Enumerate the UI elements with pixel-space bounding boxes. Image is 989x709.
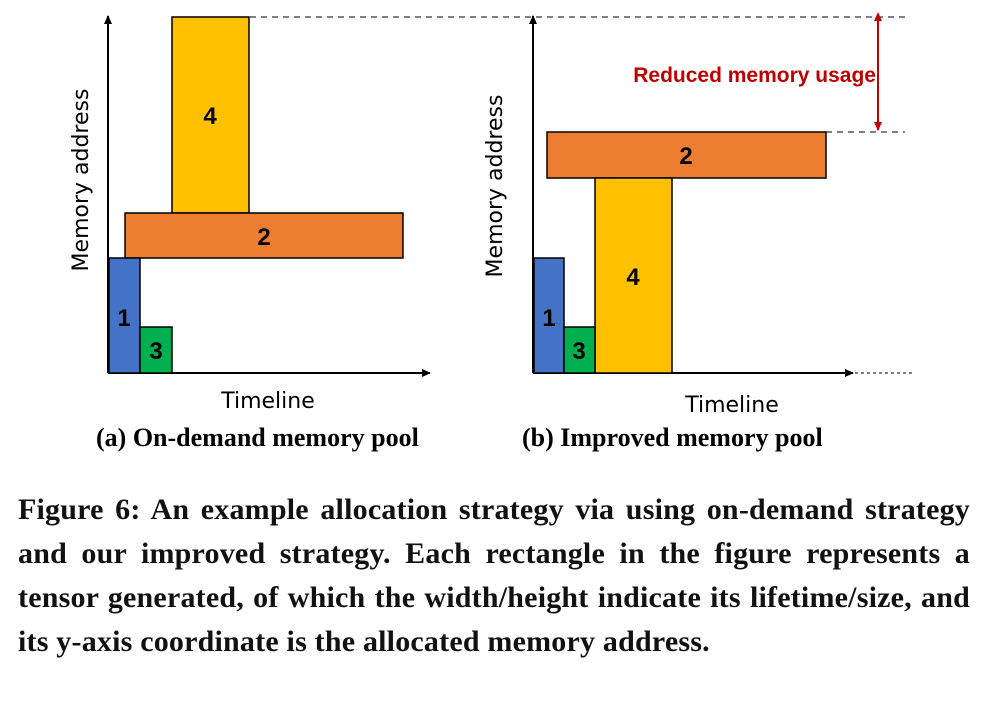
panel-b-y-axis-label: Memory address (483, 95, 508, 278)
panel-b-tensor-2 (546, 131, 827, 179)
panel-a-tensor-3 (139, 326, 173, 374)
panel-b-tensor-2-label: 2 (679, 143, 692, 170)
panel-a: Memory address Timeline 4 2 1 3 (69, 15, 905, 414)
panel-b-tensor-3-label: 3 (572, 338, 585, 365)
panel-b-tensor-1 (533, 257, 565, 374)
memory-pool-diagram: Memory address Timeline 4 2 1 3 Memory a… (69, 11, 915, 418)
panel-a-tensor-4 (171, 16, 250, 214)
figure-caption: Figure 6: An example allocation strategy… (18, 493, 970, 658)
panel-a-tensor-2 (124, 212, 404, 259)
panel-b-tensor-1-label: 1 (542, 305, 555, 332)
panel-a-tensor-1 (108, 257, 141, 374)
panel-b-x-axis-label: Timeline (684, 393, 779, 418)
panel-a-tensor-4-label: 4 (203, 103, 217, 130)
panel-a-tensor-2-label: 2 (257, 224, 270, 251)
panel-a-subcaption: (a) On-demand memory pool (96, 423, 419, 452)
panel-b-tensor-3 (563, 326, 596, 374)
reduced-usage-annotation: Reduced memory usage (633, 64, 876, 87)
panel-b: Memory address Timeline Reduced memory u… (483, 11, 915, 418)
panel-a-tensor-1-label: 1 (117, 305, 130, 332)
panel-a-x-axis-label: Timeline (220, 389, 315, 414)
panel-a-y-axis-label: Memory address (69, 89, 94, 272)
panel-a-tensor-3-label: 3 (149, 338, 162, 365)
panel-b-tensor-4-label: 4 (626, 264, 640, 291)
panel-b-subcaption: (b) Improved memory pool (522, 423, 823, 452)
panel-b-tensor-4 (594, 177, 673, 374)
